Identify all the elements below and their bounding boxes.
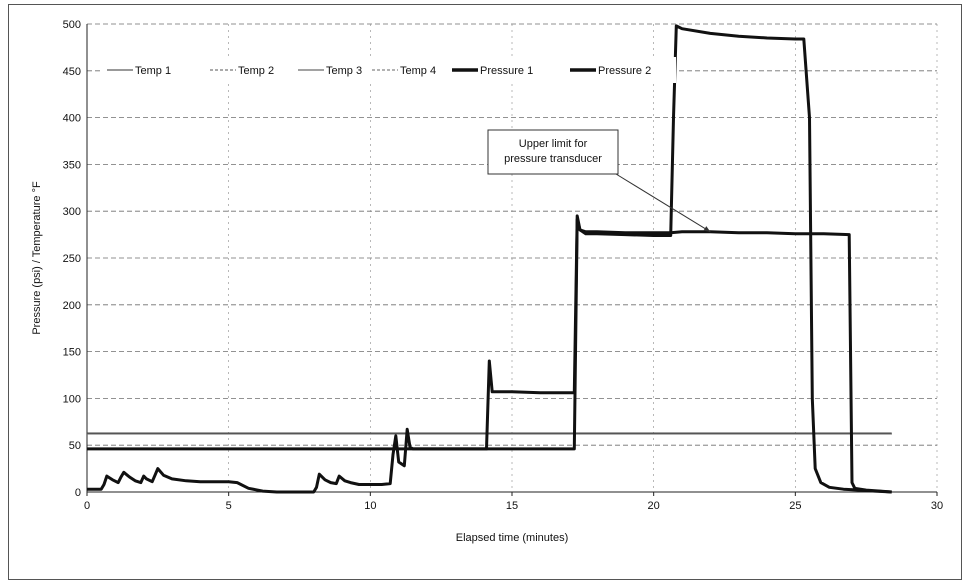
annotation: Upper limit for pressure transducer xyxy=(487,129,711,233)
legend-label: Pressure 2 xyxy=(598,65,651,77)
y-tick-label: 200 xyxy=(63,300,81,312)
x-tick-label: 25 xyxy=(789,500,801,512)
y-tick-label: 150 xyxy=(63,347,81,359)
legend-label: Temp 2 xyxy=(238,65,274,77)
legend-label: Temp 3 xyxy=(326,65,362,77)
y-tick-label: 50 xyxy=(69,440,81,452)
y-tick-label: 0 xyxy=(75,487,81,499)
annotation-box xyxy=(487,129,619,175)
annotation-text: pressure transducer xyxy=(504,153,602,165)
x-tick-label: 15 xyxy=(506,500,518,512)
annotation-arrowhead xyxy=(703,226,711,232)
series-line-5 xyxy=(87,24,892,494)
x-tick-label: 0 xyxy=(84,500,90,512)
y-tick-label: 300 xyxy=(63,206,81,218)
legend: Temp 1 Temp 2 Temp 3 Temp 4 Pressure 1 Pressu… xyxy=(100,57,676,83)
y-tick-label: 350 xyxy=(63,159,81,171)
chart-frame xyxy=(8,4,962,580)
legend-label: Temp 4 xyxy=(400,65,436,77)
legend-label: Temp 1 xyxy=(135,65,171,77)
x-tick-label: 5 xyxy=(226,500,232,512)
axes: 0 50 100 150 200 250 300 350 400 450 500 0 5 10 15 20 25… xyxy=(63,19,943,512)
annotation-arrow xyxy=(615,173,711,233)
y-axis-title: Pressure (psi) / Temperature °F xyxy=(31,181,43,335)
x-tick-label: 10 xyxy=(364,500,376,512)
y-tick-label: 100 xyxy=(63,393,81,405)
legend-label: Pressure 1 xyxy=(480,65,533,77)
series-line-6 xyxy=(87,218,892,494)
y-tick-label: 400 xyxy=(63,113,81,125)
x-tick-label: 30 xyxy=(931,500,943,512)
x-tick-label: 20 xyxy=(648,500,660,512)
y-tick-label: 500 xyxy=(63,19,81,31)
annotation-text: Upper limit for xyxy=(519,138,588,150)
series-layer xyxy=(87,24,892,494)
y-tick-label: 250 xyxy=(63,253,81,265)
y-tick-label: 450 xyxy=(63,66,81,78)
x-axis-title: Elapsed time (minutes) xyxy=(456,532,569,544)
